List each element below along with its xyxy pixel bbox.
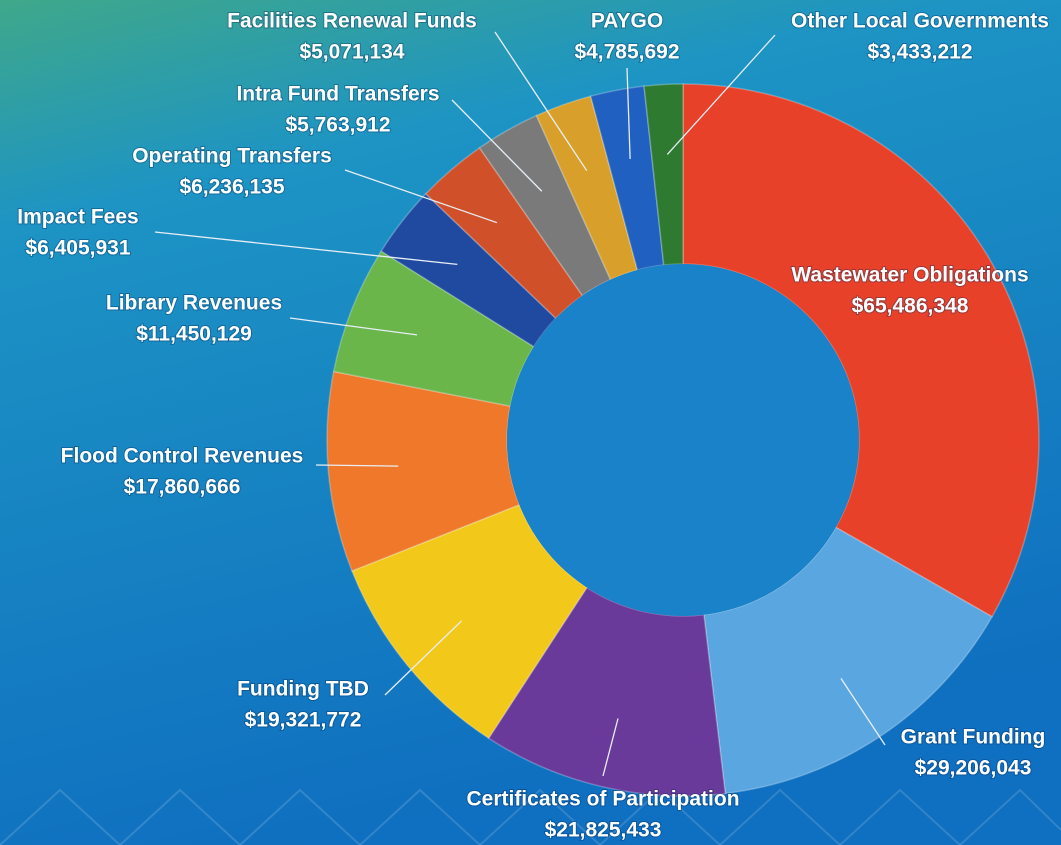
decoration [0,788,1061,845]
value-label: $65,486,348 [852,295,969,318]
leader-line [626,67,631,159]
leader-line [154,231,458,265]
slice-label: Intra Fund Transfers [236,83,439,106]
leader-line [289,317,418,336]
leader-line [602,718,619,777]
value-label: $11,450,129 [136,323,252,346]
value-label: $5,763,912 [285,114,390,137]
slice-label: Facilities Renewal Funds [227,10,477,33]
value-label: $5,071,134 [299,41,404,64]
labels: Wastewater Obligations $65,486,348 Grant F… [16,9,1050,843]
value-label: $6,405,931 [25,237,130,260]
slice-label: Impact Fees [17,206,138,229]
leader-line [344,169,498,224]
slice-label: Operating Transfers [132,145,332,168]
slice-label: Certificates of Participation [466,788,739,811]
leader-line [315,464,399,467]
value-label: $4,785,692 [574,41,679,64]
value-label: $17,860,666 [124,476,241,499]
value-label: $29,206,043 [915,757,1032,780]
slice-label: Funding TBD [237,678,369,701]
donut-hole [507,264,859,616]
leader-line [494,31,588,172]
slice-label: PAYGO [591,10,663,33]
slice-label: Flood Control Revenues [61,445,304,468]
value-label: $21,825,433 [545,819,662,842]
slice-label: Wastewater Obligations [791,264,1028,287]
slice-label: Library Revenues [106,292,282,315]
leader-line [840,678,886,746]
value-label: $6,236,135 [179,176,284,199]
leader-line [451,99,543,192]
leader-line [384,620,462,696]
value-label: $3,433,212 [867,41,972,64]
slice-label: Other Local Governments [791,10,1049,33]
slices [326,83,1040,797]
value-label: $19,321,772 [245,709,362,732]
slice [350,503,588,740]
leader-line [666,34,776,155]
slice-label: Grant Funding [901,726,1046,749]
